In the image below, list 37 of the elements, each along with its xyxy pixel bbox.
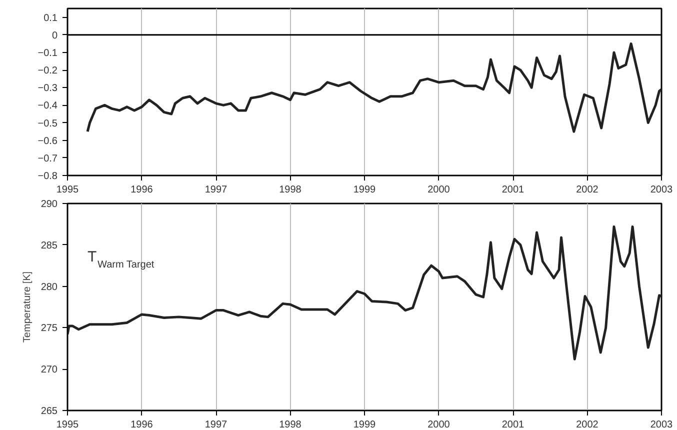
y-tick-label: 265: [40, 406, 58, 417]
x-tick-label: 1996: [130, 184, 154, 196]
y-tick-label: −0.7: [38, 153, 58, 164]
x-tick-label: 1995: [56, 420, 80, 430]
y-tick-label: −0.2: [38, 66, 58, 77]
x-tick-label: 1999: [353, 420, 376, 430]
x-tick-label: 2001: [502, 420, 525, 430]
y-tick-label: 0.1: [44, 12, 58, 24]
y-tick-label: 275: [40, 323, 58, 334]
x-tick-label: 1999: [353, 184, 376, 196]
y-tick-label: −0.4: [38, 100, 58, 112]
y-tick-label: −0.8: [38, 171, 58, 182]
y-tick-label: 290: [40, 199, 58, 210]
x-tick-label: 1996: [130, 420, 154, 430]
y-tick-label: −0.1: [38, 48, 58, 59]
x-tick-label: 1997: [204, 420, 228, 430]
x-tick-label: 1995: [56, 184, 80, 196]
line-series: [68, 225, 662, 360]
y-tick-label: −0.5: [38, 118, 58, 130]
x-tick-label: 2002: [576, 420, 599, 430]
y-tick-label: 0: [52, 30, 58, 42]
x-tick-label: 1998: [279, 184, 302, 196]
y-axis-title: Temperature [K]: [22, 271, 33, 343]
y-tick-label: 270: [40, 364, 58, 376]
x-tick-label: 2001: [502, 184, 525, 196]
x-tick-label: 2003: [650, 420, 674, 430]
y-tick-label: −0.6: [38, 136, 58, 147]
x-tick-label: 2000: [428, 184, 450, 196]
x-tick-label: 2000: [428, 420, 450, 430]
x-tick-label: 1998: [279, 420, 302, 430]
y-tick-label: 280: [40, 282, 58, 293]
x-tick-label: 2003: [650, 184, 674, 196]
line-series: [86, 42, 662, 133]
y-tick-label: 285: [40, 240, 58, 252]
x-tick-label: 1997: [204, 184, 228, 196]
y-tick-label: −0.3: [38, 83, 58, 94]
x-tick-label: 2002: [576, 184, 599, 196]
